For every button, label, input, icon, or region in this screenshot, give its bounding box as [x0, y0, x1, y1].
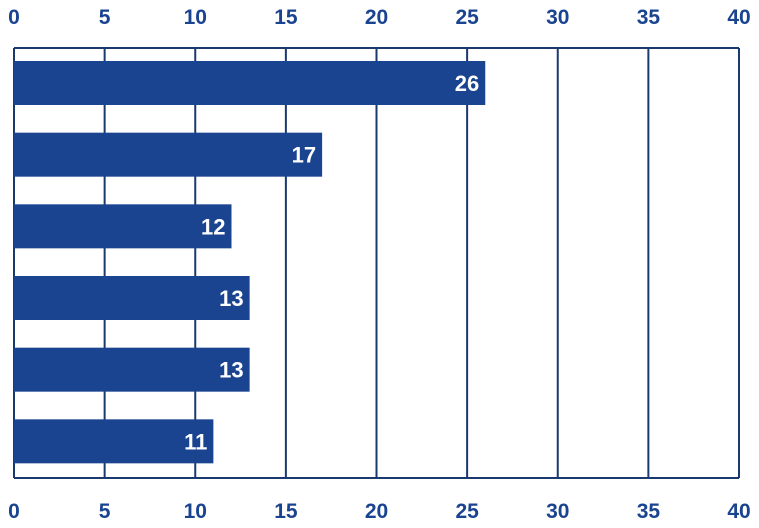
x-tick-label-top-15: 15: [274, 6, 298, 29]
x-tick-label-top-35: 35: [637, 6, 661, 29]
bar-4: [14, 276, 250, 320]
bar-value-label-2: 17: [292, 143, 316, 168]
bar-6: [14, 419, 214, 464]
bar-3: [14, 204, 232, 249]
bar-value-label-6: 11: [184, 429, 207, 454]
tick-layer: 0 0 5 5 10 10 15 15 20 20 25 25 30 30 35 35 40 40: [8, 6, 751, 523]
bar-5: [14, 347, 250, 392]
bar-value-label-5: 13: [219, 358, 243, 383]
x-tick-label-bottom-40: 40: [727, 500, 750, 523]
bar-value-label-4: 13: [219, 286, 243, 311]
x-tick-label-bottom-25: 25: [455, 500, 479, 523]
grid-layer: [13, 47, 740, 479]
x-tick-label-top-0: 0: [8, 6, 20, 29]
bar-layer: 26 17 12 13 13 11: [14, 61, 486, 464]
x-tick-label-top-5: 5: [99, 6, 111, 29]
bar-1: [14, 61, 486, 105]
x-tick-label-bottom-10: 10: [184, 500, 207, 523]
x-tick-label-top-25: 25: [455, 6, 479, 29]
x-tick-label-top-10: 10: [184, 6, 207, 29]
x-tick-label-bottom-30: 30: [546, 500, 569, 523]
x-tick-label-top-40: 40: [727, 6, 750, 29]
x-tick-label-top-30: 30: [546, 6, 569, 29]
bar-2: [14, 132, 323, 177]
x-tick-label-bottom-5: 5: [99, 500, 111, 523]
x-tick-label-bottom-35: 35: [637, 500, 661, 523]
bar-value-label-3: 12: [201, 214, 225, 239]
x-tick-label-bottom-0: 0: [8, 500, 20, 523]
x-tick-label-bottom-20: 20: [365, 500, 388, 523]
bar-value-label-1: 26: [455, 71, 479, 96]
x-tick-label-top-20: 20: [365, 6, 388, 29]
x-tick-label-bottom-15: 15: [274, 500, 298, 523]
